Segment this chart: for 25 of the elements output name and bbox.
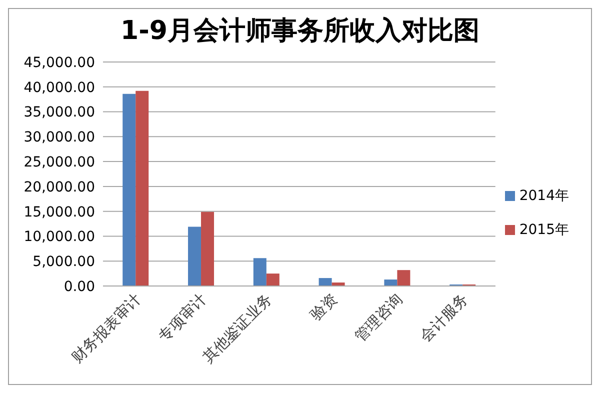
chart-title: 1-9月会计师事务所收入对比图 (120, 15, 480, 48)
x-tick-label: 会计服务 (416, 290, 472, 346)
legend-label: 2015年 (519, 222, 569, 238)
x-tick-label: 验资 (306, 290, 341, 324)
bar (201, 212, 214, 286)
bar (188, 226, 202, 286)
y-tick-label: 45,000.00 (24, 54, 95, 71)
x-tick-label: 管理咨询 (350, 290, 406, 346)
legend-label: 2014年 (519, 188, 569, 204)
y-tick-label: 15,000.00 (24, 204, 95, 220)
bar (122, 94, 136, 286)
y-tick-label: 25,000.00 (24, 154, 95, 171)
y-tick-label: 40,000.00 (24, 80, 95, 96)
bar (318, 278, 332, 286)
y-tick-label: 5,000.00 (32, 254, 95, 270)
x-tick-label: 专项审计 (154, 290, 210, 346)
bar (253, 258, 266, 286)
y-tick-label: 30,000.00 (24, 130, 95, 146)
bar (266, 274, 280, 286)
bar (397, 270, 410, 286)
y-tick-label: 20,000.00 (24, 179, 95, 196)
bar (136, 90, 149, 286)
bar (384, 280, 398, 286)
y-tick-label: 10,000.00 (24, 229, 95, 246)
y-tick-label: 35,000.00 (24, 104, 95, 121)
